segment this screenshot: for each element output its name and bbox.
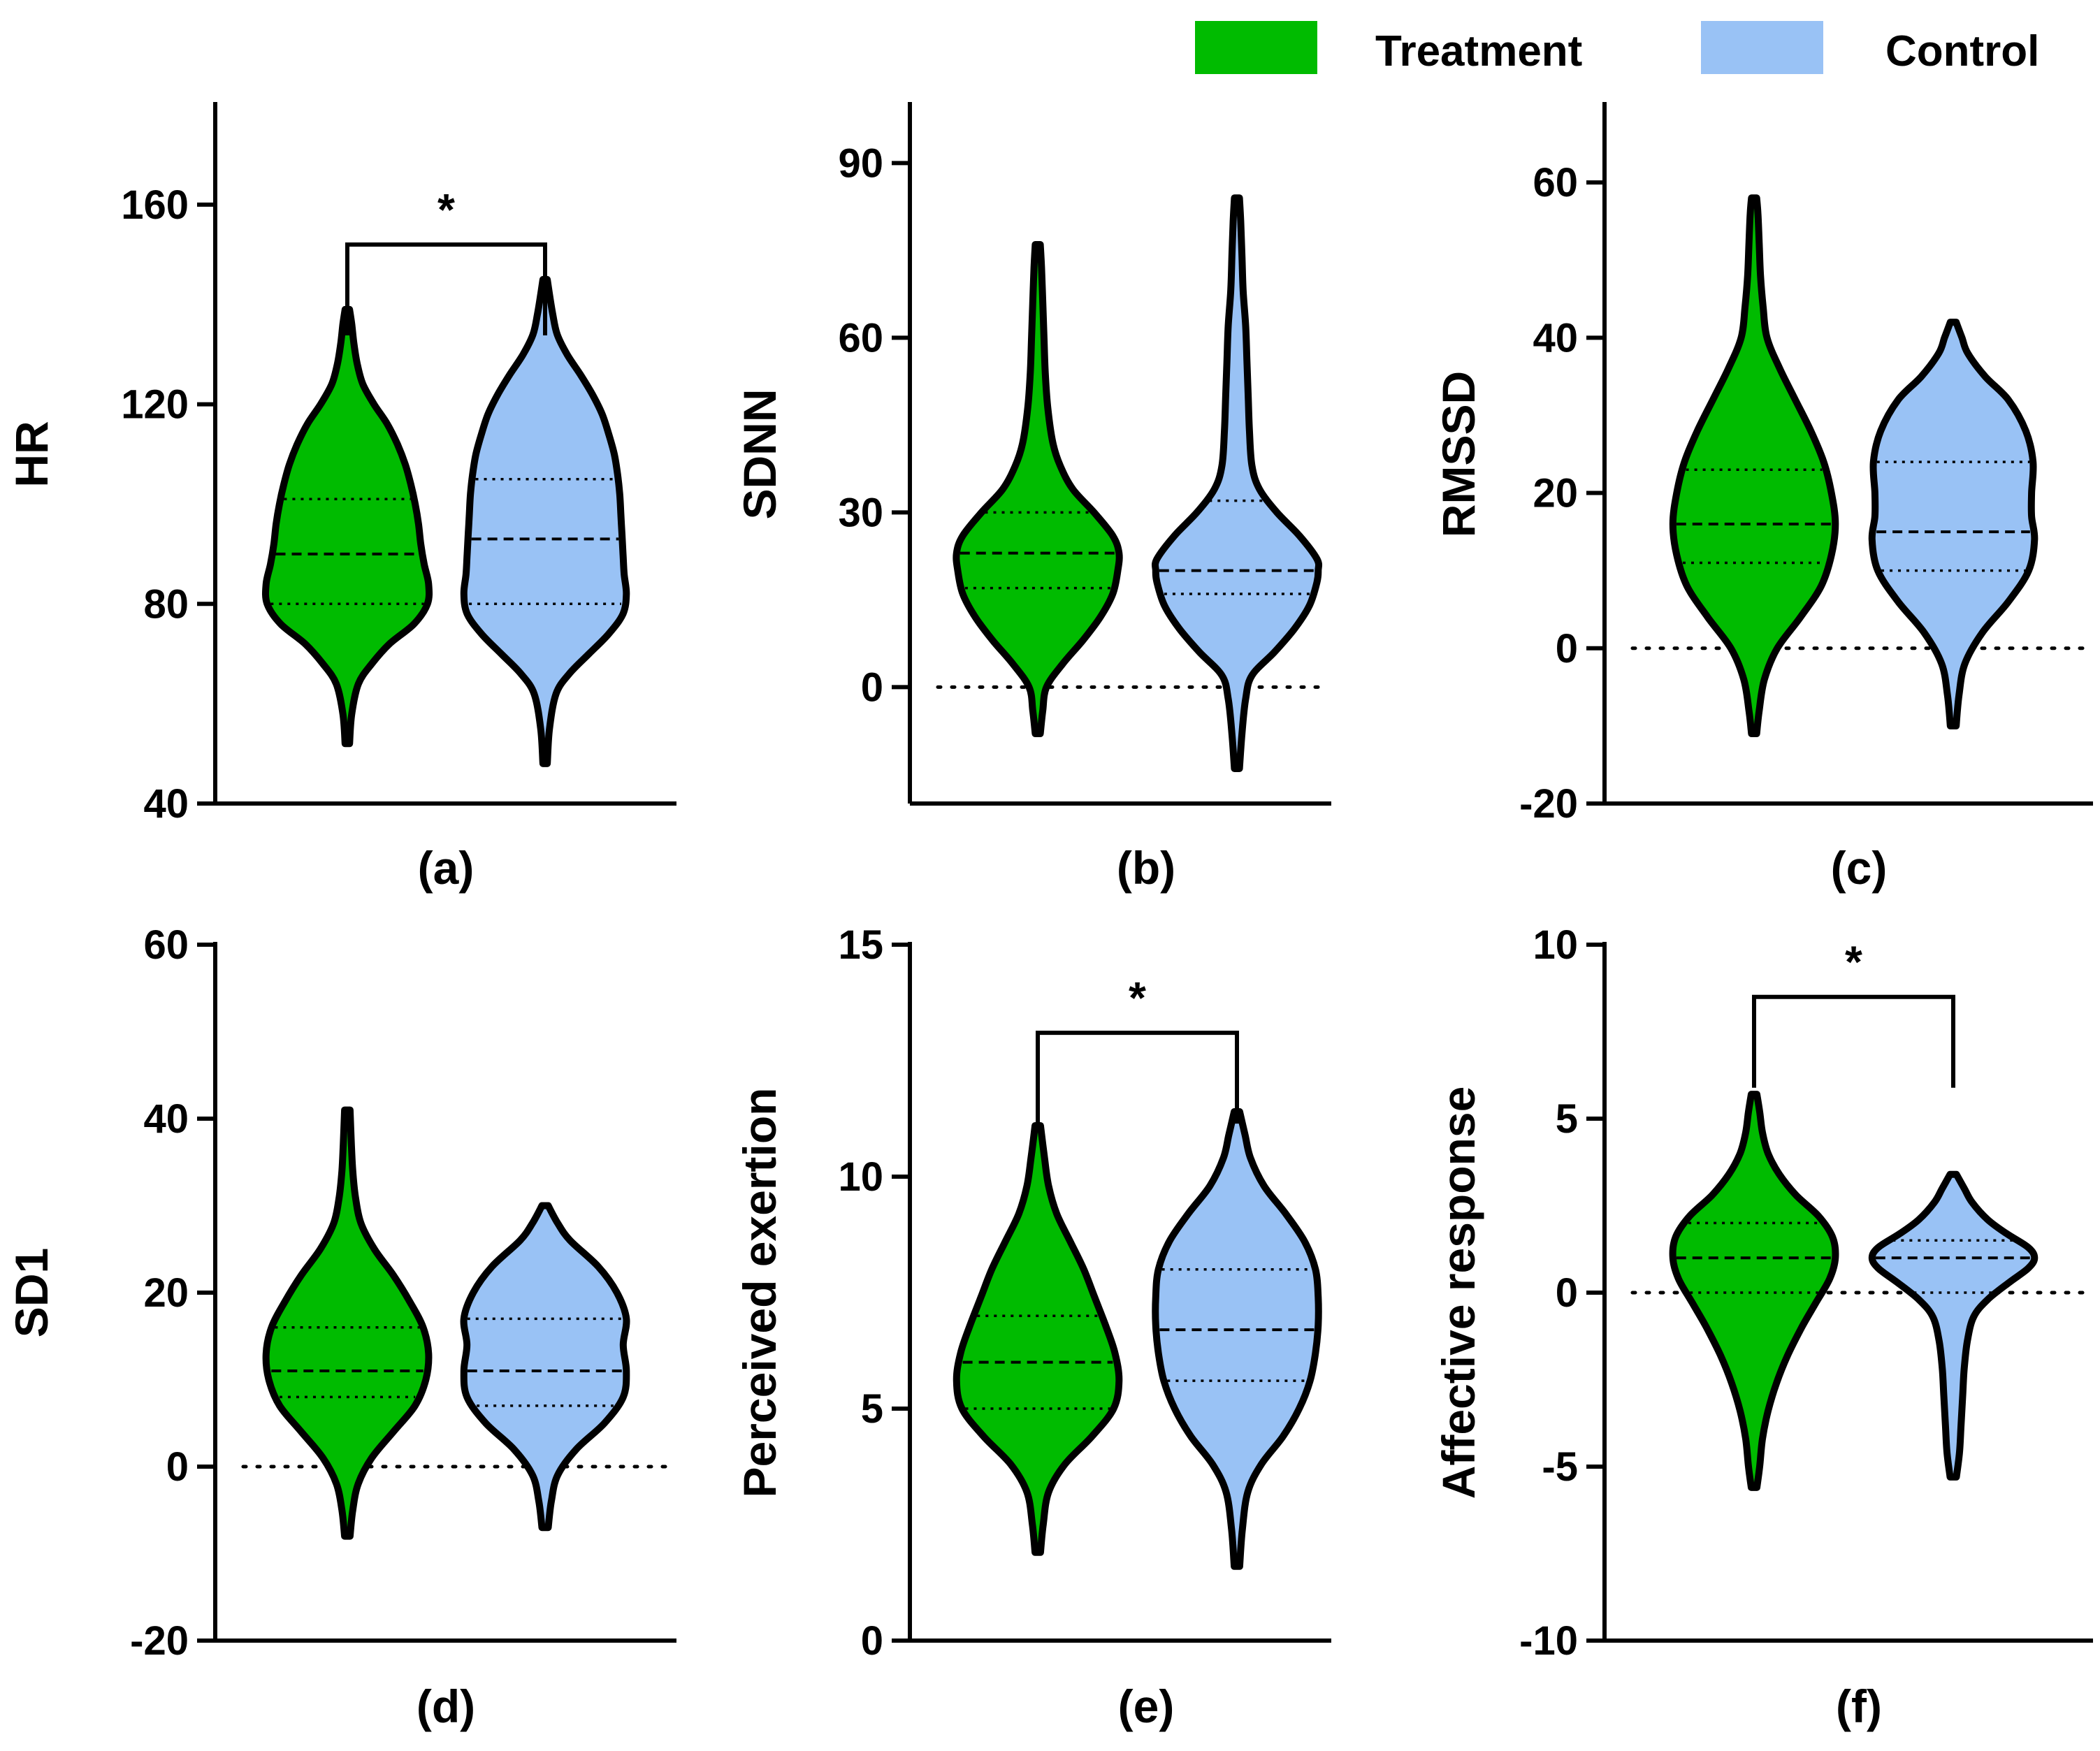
violin-body xyxy=(1868,319,2039,729)
y-tick-label: 5 xyxy=(1556,1096,1578,1142)
y-tick-label: 40 xyxy=(1533,315,1578,361)
legend-control-label: Control xyxy=(1885,27,2039,75)
violin-control xyxy=(1152,1108,1322,1570)
violin-control xyxy=(1868,1170,2039,1481)
y-tick-label: 5 xyxy=(861,1386,883,1432)
y-tick-label: 60 xyxy=(1533,160,1578,205)
panel-c: -20 0 20 40 60 RMSSD (c) xyxy=(1433,102,2093,894)
panel-caption: (b) xyxy=(1117,842,1175,894)
y-tick-label: 20 xyxy=(143,1270,189,1316)
y-axis-label: RMSSD xyxy=(1433,371,1484,537)
violin-treatment xyxy=(262,1106,433,1540)
y-tick-label: 20 xyxy=(1533,471,1578,516)
y-tick-label: 160 xyxy=(121,182,189,228)
y-tick-label: 80 xyxy=(143,581,189,627)
violin-body xyxy=(460,1202,630,1532)
violin-body xyxy=(460,276,630,767)
violin-control xyxy=(1868,319,2039,729)
violin-panels: 40 80 120 160 HR (a) * 0 30 60 90 SDNN (b) -20 0 20 40 60… xyxy=(6,102,2093,1732)
y-tick-label: 0 xyxy=(861,1618,883,1664)
violin-control xyxy=(460,276,630,767)
y-tick-label: 120 xyxy=(121,382,189,428)
y-tick-label: 40 xyxy=(143,781,189,827)
y-tick-label: -20 xyxy=(130,1618,189,1664)
violin-treatment xyxy=(261,305,433,748)
y-tick-label: 0 xyxy=(1556,626,1578,671)
legend-treatment-label: Treatment xyxy=(1375,27,1582,75)
violin-body xyxy=(953,1122,1123,1556)
violin-treatment xyxy=(953,241,1123,737)
violin-control xyxy=(460,1202,630,1532)
significance-star: * xyxy=(1129,973,1146,1023)
significance-bracket xyxy=(345,242,547,335)
y-tick-label: 60 xyxy=(143,922,189,968)
y-tick-label: 60 xyxy=(838,315,883,361)
y-tick-label: -20 xyxy=(1519,781,1578,827)
panel-caption: (c) xyxy=(1831,842,1888,894)
violin-body xyxy=(262,1106,433,1540)
violin-body xyxy=(261,305,433,748)
significance-star: * xyxy=(1845,937,1862,987)
violin-control xyxy=(1152,194,1323,772)
y-axis-label: SD1 xyxy=(6,1248,57,1337)
violin-body xyxy=(1669,194,1839,737)
y-axis-label: Perceived exertion xyxy=(734,1088,785,1498)
y-tick-label: 10 xyxy=(838,1154,883,1200)
violin-body xyxy=(1152,194,1323,772)
y-tick-label: -5 xyxy=(1542,1444,1578,1490)
panel-caption: (f) xyxy=(1836,1680,1882,1732)
legend-control-swatch xyxy=(1701,21,1823,74)
y-tick-label: 0 xyxy=(1556,1270,1578,1316)
y-tick-label: 30 xyxy=(838,490,883,535)
panel-b: 0 30 60 90 SDNN (b) xyxy=(734,102,1331,894)
significance-bracket xyxy=(1752,994,1955,1088)
significance-bracket xyxy=(1036,1031,1239,1124)
y-axis-label: Affective response xyxy=(1433,1087,1484,1499)
violin-body xyxy=(1152,1108,1322,1570)
y-axis-label: SDNN xyxy=(734,388,785,519)
y-axis-label: HR xyxy=(6,421,57,487)
significance-star: * xyxy=(437,184,455,235)
violin-body xyxy=(1868,1170,2039,1481)
y-tick-label: 10 xyxy=(1533,922,1578,968)
panel-caption: (a) xyxy=(418,842,475,894)
panel-a: 40 80 120 160 HR (a) * xyxy=(6,102,676,894)
panel-d: -20 0 20 40 60 SD1 (d) xyxy=(6,922,676,1732)
panel-e: 0 5 10 15 Perceived exertion (e) * xyxy=(734,922,1331,1732)
violin-treatment xyxy=(953,1122,1123,1556)
y-tick-label: -10 xyxy=(1519,1618,1578,1664)
panel-caption: (e) xyxy=(1118,1680,1175,1732)
panel-f: -10 -5 0 5 10 Affective response (f) * xyxy=(1433,922,2093,1732)
panel-caption: (d) xyxy=(417,1680,475,1732)
y-tick-label: 15 xyxy=(838,922,883,968)
violin-treatment xyxy=(1669,1091,1839,1491)
legend: Treatment Control xyxy=(1195,21,2039,75)
y-tick-label: 0 xyxy=(861,664,883,710)
legend-treatment-swatch xyxy=(1195,21,1317,74)
y-tick-label: 0 xyxy=(166,1444,189,1490)
y-tick-label: 90 xyxy=(838,140,883,186)
violin-body xyxy=(953,241,1123,737)
violin-body xyxy=(1669,1091,1839,1491)
y-tick-label: 40 xyxy=(143,1096,189,1142)
violin-treatment xyxy=(1669,194,1839,737)
